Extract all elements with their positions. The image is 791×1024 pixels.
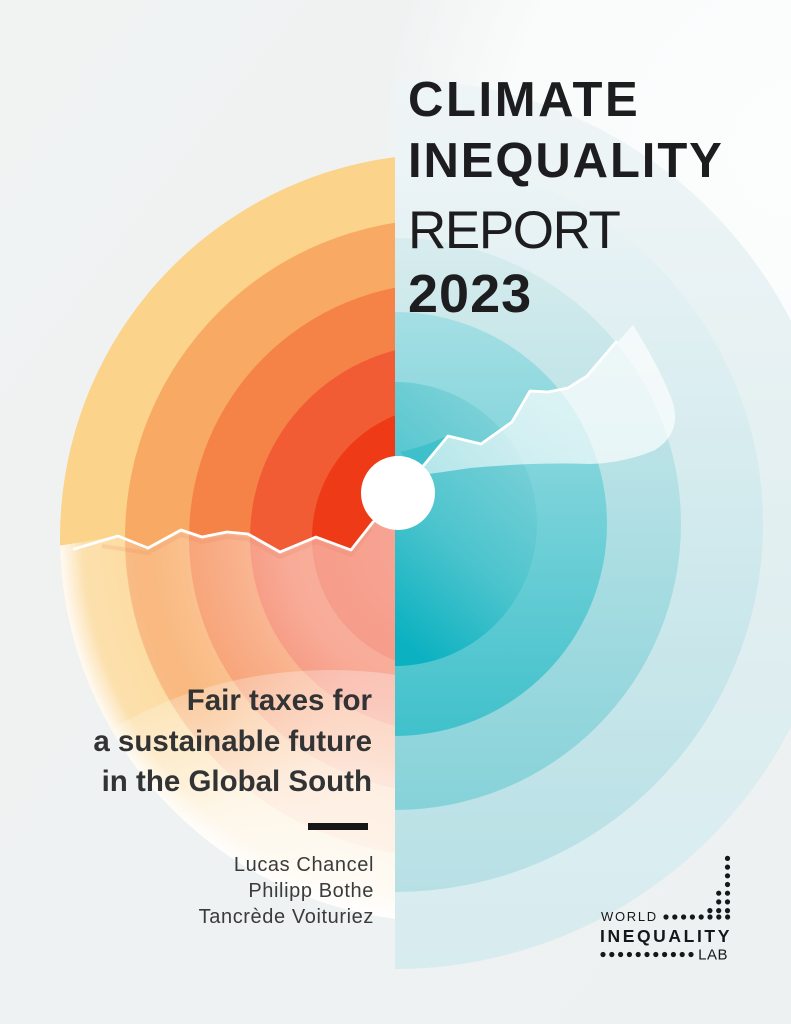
svg-text:WORLD: WORLD xyxy=(601,909,658,924)
svg-text:INEQUALITY: INEQUALITY xyxy=(600,926,732,946)
svg-text:LAB: LAB xyxy=(698,947,728,964)
